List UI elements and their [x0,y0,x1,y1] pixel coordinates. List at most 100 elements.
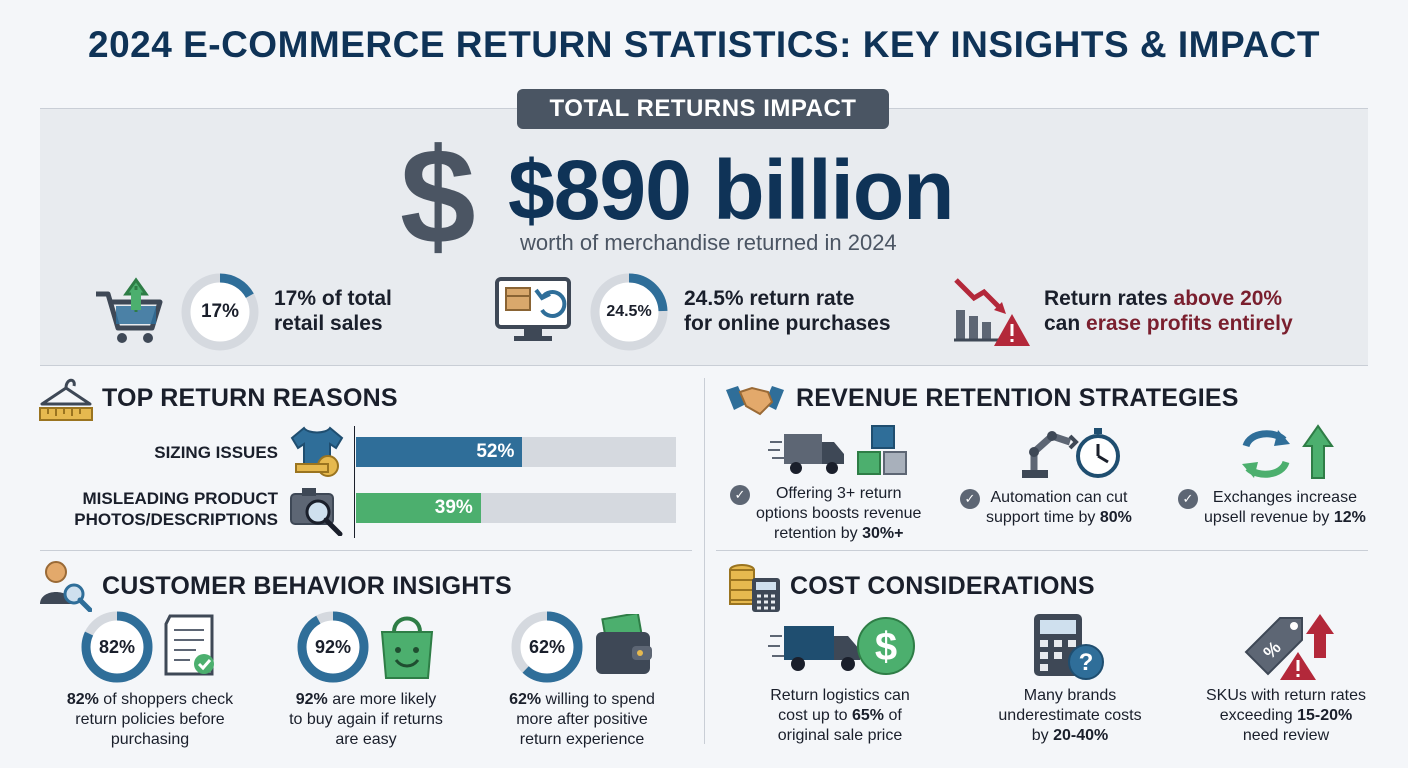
check-icon: ✓ [1178,489,1198,509]
page-title: 2024 E-COMMERCE RETURN STATISTICS: KEY I… [88,24,1320,65]
cap-text: of shoppers check [98,691,234,708]
truck-boxes-icon [768,425,907,475]
cap-line: options boosts revenue [756,505,922,522]
cap-emphasis: 20-40% [1053,727,1109,744]
exchange-arrows-icon [1242,424,1334,479]
cap-emphasis: 65% [852,707,885,724]
svg-text:$: $ [875,625,897,669]
hero-panel [40,108,1368,366]
hero-value: $890 billion [508,143,954,237]
robot-arm-stopwatch-icon [1022,428,1120,478]
ring-24-5: 24.5% [588,272,670,352]
section-title-reasons: TOP RETURN REASONS [102,384,398,412]
stat-text: can [1044,312,1087,335]
hero-tag: TOTAL RETURNS IMPACT [517,89,889,129]
section-title-cost: COST CONSIDERATIONS [790,572,1095,600]
bar-value-label: 39% [434,497,473,518]
receipt-check-icon [164,614,214,676]
hero-stat-1: 17% of total retail sales [274,286,392,336]
handshake-icon [726,386,784,416]
horizontal-divider-right [716,550,1368,551]
bar-label-line: SIZING ISSUES [154,443,278,462]
cap-line: return policies before [75,711,225,728]
bar-axis [354,426,355,538]
cap-emphasis: 15-20% [1297,707,1353,724]
dollar-symbol: $ [400,120,476,272]
cap-text: cost up to [778,707,852,724]
bar-value-label: 52% [476,441,515,462]
cap-text: by [1031,727,1054,744]
cap-emphasis: 92% [295,691,328,708]
bar-track-misleading: 39% [356,493,676,523]
cap-text: retention by [774,525,863,542]
cap-line: Automation can cut [990,489,1128,506]
stat-line: retail sales [274,312,383,335]
cap-text: are more likely [327,691,437,708]
cap-text: need review [1242,727,1330,744]
behavior-caption-3: 62% willing to spend more after positive… [472,690,692,750]
person-search-icon [40,561,92,612]
bar-sizing: 52% [356,437,523,467]
horizontal-divider-left [40,550,692,551]
svg-text:?: ? [1079,649,1094,676]
cap-text: exceeding [1219,707,1298,724]
bar-label-misleading: MISLEADING PRODUCT PHOTOS/DESCRIPTIONS [40,488,278,530]
cap-line: return experience [519,731,645,748]
bar-misleading: 39% [356,493,481,523]
calculator-question-icon: ? [1034,614,1104,680]
cap-line: Offering 3+ return [775,485,902,502]
ring-17: 17% [180,272,260,352]
stat-line: 17% of total [274,287,392,310]
behavior-caption-1: 82% of shoppers check return policies be… [40,690,260,750]
section-title-retention: REVENUE RETENTION STRATEGIES [796,384,1239,412]
ring-62: 62% [510,610,584,684]
stat-line: 24.5% return rate [684,287,855,310]
retention-item-2: ✓ Automation can cut support time by 80% [960,488,1160,528]
cap-text: of [884,707,902,724]
cap-emphasis: 12% [1333,509,1366,526]
cap-line: Exchanges increase [1212,489,1357,506]
bar-track-sizing: 52% [356,437,676,467]
cap-line: Return logistics can [770,687,910,704]
cap-line: Many brands [1023,687,1117,704]
retention-item-1: ✓ Offering 3+ return options boosts reve… [730,484,960,544]
ring-label: 62% [528,636,566,657]
chart-decline-warning-icon [954,278,1030,346]
check-icon: ✓ [730,485,750,505]
cart-upload-icon [96,277,163,343]
cap-line: more after positive [516,711,648,728]
wallet-cash-icon [596,614,652,674]
hero-stat-2: 24.5% return rate for online purchases [684,286,891,336]
check-icon: ✓ [960,489,980,509]
cap-text: original sale price [777,727,903,744]
stat-emphasis: above 20% [1173,287,1283,310]
cap-text: willing to spend [541,691,655,708]
section-title-behavior: CUSTOMER BEHAVIOR INSIGHTS [102,572,512,600]
cost-caption-2: Many brands underestimate costs by 20-40… [970,686,1170,746]
ring-label: 17% [200,301,240,322]
behavior-caption-2: 92% are more likely to buy again if retu… [256,690,476,750]
cap-emphasis: 62% [509,691,542,708]
cap-text: underestimate costs [998,707,1142,724]
ring-label: 24.5% [606,303,652,320]
vertical-divider [704,378,705,744]
tshirt-tape-icon [290,426,344,477]
stat-line: for online purchases [684,312,891,335]
cap-line: SKUs with return rates [1205,687,1367,704]
cap-emphasis: 82% [66,691,99,708]
camera-search-icon [290,488,343,536]
truck-dollar-icon: $ [768,617,915,675]
cost-caption-1: Return logistics can cost up to 65% of o… [740,686,940,746]
cap-text: support time by [986,509,1100,526]
cap-line: purchasing [110,731,190,748]
cap-emphasis: 80% [1099,509,1132,526]
cost-caption-3: SKUs with return rates exceeding 15-20% … [1186,686,1386,746]
monitor-return-icon [495,277,571,341]
ring-label: 82% [98,636,136,657]
cap-line: to buy again if returns [289,711,443,728]
cap-text: upsell revenue by [1204,509,1334,526]
ring-label: 92% [314,636,352,657]
hero-stat-3: Return rates above 20% can erase profits… [1044,286,1293,336]
bar-label-sizing: SIZING ISSUES [60,442,278,463]
shopping-bag-smile-icon [380,616,434,679]
